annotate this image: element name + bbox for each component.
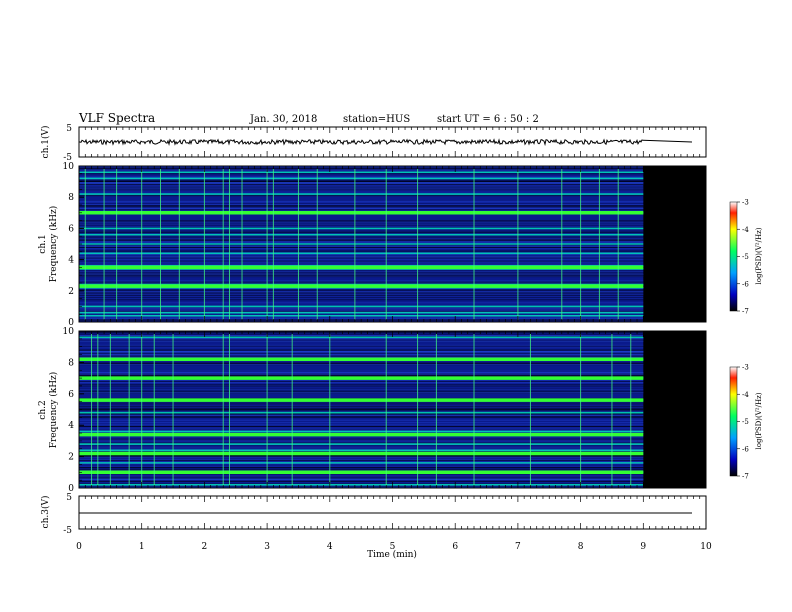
ch1-spectrogram-panel: 0 2 4 6 8 10 ch.1 Frequency (kHz) — [38, 162, 707, 328]
ch1-colorbar-ticks: -3 -4 -5 -6 -7 — [737, 199, 749, 316]
ch2-spec-label-frequency: Frequency (kHz) — [48, 372, 59, 449]
ch3-ytick-min: -5 — [63, 526, 72, 536]
ch1-spec-ytick-label: 4 — [68, 256, 74, 266]
minute-tick-marks — [78, 127, 707, 529]
time-tick-label: 9 — [640, 542, 646, 552]
ch2-spec-ytick-label: 2 — [68, 453, 74, 463]
ch1-colorbar-tick-label: -7 — [742, 308, 749, 316]
ch2-spec-ytick-label: 0 — [68, 484, 74, 494]
ch1-spec-ytick-label: 10 — [63, 162, 75, 172]
time-axis-ticks: 0 1 2 3 4 5 6 7 8 9 10 — [76, 542, 712, 552]
ch1-spec-ytick-label: 0 — [68, 318, 74, 328]
header-start-time: start UT = 6 : 50 : 2 — [437, 114, 539, 125]
ch2-colorbar-label: log(PSD)(V²/Hz) — [755, 392, 763, 449]
ch1-waveform-panel: 5 -5 ch.1(V) — [40, 124, 707, 163]
ch1-colorbar: -3 -4 -5 -6 -7 log(PSD)(V²/Hz) — [729, 199, 763, 316]
time-tick-label: 4 — [327, 542, 333, 552]
ch1-spec-ytick-label: 2 — [68, 287, 74, 297]
ch2-colorbar: -3 -4 -5 -6 -7 log(PSD)(V²/Hz) — [729, 364, 763, 481]
ch2-spec-label-channel: ch.2 — [38, 400, 48, 419]
ch2-colorbar-tick-label: -5 — [742, 418, 749, 426]
ch2-spectrogram-panel: 0 2 4 6 8 10 ch.2 Frequency (kHz) — [38, 327, 707, 494]
ch2-spectrogram-image — [79, 330, 706, 489]
header-date: Jan. 30, 2018 — [249, 114, 317, 125]
ch1-frequency-ticks: 0 2 4 6 8 10 — [63, 162, 706, 328]
ch1-colorbar-tick-label: -5 — [742, 253, 749, 261]
ch2-spec-ytick-label: 4 — [68, 421, 74, 431]
time-axis-label: Time (min) — [367, 549, 417, 560]
ch1-colorbar-tick-label: -6 — [742, 280, 749, 288]
ch2-spec-ytick-label: 6 — [68, 390, 74, 400]
ch1-ytick-min: -5 — [63, 153, 72, 163]
time-tick-label: 5 — [390, 542, 396, 552]
time-tick-label: 10 — [700, 542, 712, 552]
time-tick-label: 3 — [264, 542, 270, 552]
time-tick-label: 6 — [452, 542, 458, 552]
ch1-spec-label-frequency: Frequency (kHz) — [48, 206, 59, 283]
ch2-spec-ytick-label: 10 — [63, 327, 75, 337]
ch3-y-axis-label: ch.3(V) — [40, 496, 51, 529]
ch2-colorbar-tick-label: -7 — [742, 473, 749, 481]
ch2-spec-ytick-label: 8 — [68, 358, 74, 368]
ch1-spectrogram-image — [79, 166, 706, 322]
ch1-spec-ytick-label: 8 — [68, 193, 74, 203]
ch1-colorbar-tick-label: -4 — [742, 226, 749, 234]
ch3-waveform-panel: 5 -5 ch.3(V) 0 1 2 3 4 5 6 7 8 9 10 Time (min) — [40, 493, 712, 560]
ch3-ytick-max: 5 — [66, 493, 72, 503]
ch1-spec-label-channel: ch.1 — [38, 234, 48, 253]
header-station: station=HUS — [343, 114, 410, 125]
ch1-spec-ytick-label: 6 — [68, 224, 74, 234]
time-tick-label: 7 — [515, 542, 521, 552]
ch1-waveform-trace — [79, 138, 693, 147]
time-tick-label: 0 — [76, 542, 82, 552]
time-tick-label: 1 — [139, 542, 145, 552]
ch2-colorbar-tick-label: -3 — [742, 364, 749, 372]
ch1-y-axis-label: ch.1(V) — [40, 126, 51, 159]
ch1-ytick-max: 5 — [66, 124, 72, 134]
time-tick-label: 2 — [202, 542, 208, 552]
ch2-colorbar-tick-label: -4 — [742, 391, 749, 399]
figure-title: VLF Spectra — [78, 111, 155, 125]
ch1-waveform-line — [79, 138, 693, 147]
ch1-colorbar-label: log(PSD)(V²/Hz) — [755, 227, 763, 284]
ch2-colorbar-ticks: -3 -4 -5 -6 -7 — [737, 364, 749, 481]
time-tick-label: 8 — [578, 542, 584, 552]
ch2-frequency-ticks: 0 2 4 6 8 10 — [63, 327, 706, 494]
ch1-colorbar-tick-label: -3 — [742, 199, 749, 207]
ch2-colorbar-tick-label: -6 — [742, 445, 749, 453]
